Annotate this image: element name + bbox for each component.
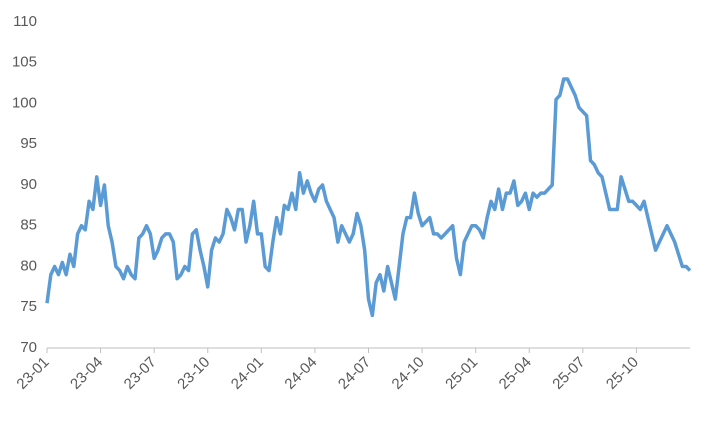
x-tick-label: 25-10 <box>603 354 642 393</box>
y-tick-label: 110 <box>13 13 37 30</box>
y-tick-label: 75 <box>20 298 37 315</box>
x-tick-label: 24-04 <box>281 354 320 393</box>
x-tick-label: 24-01 <box>228 354 267 393</box>
x-tick-label: 23-04 <box>67 354 106 393</box>
x-tick-label: 25-07 <box>549 354 588 393</box>
y-tick-label: 95 <box>20 135 37 152</box>
x-tick-label: 23-01 <box>13 354 52 393</box>
line-series <box>45 77 692 318</box>
y-tick-label: 100 <box>12 94 37 111</box>
x-tick-label: 25-01 <box>442 354 481 393</box>
x-tick-label: 24-10 <box>389 354 428 393</box>
y-tick-label: 70 <box>20 339 37 356</box>
y-tick-label: 80 <box>20 257 37 274</box>
x-tick-label: 23-07 <box>121 354 160 393</box>
y-tick-label: 85 <box>20 217 37 234</box>
y-tick-label: 90 <box>20 176 37 193</box>
x-tick-label: 24-07 <box>335 354 374 393</box>
x-tick-label: 23-10 <box>174 354 213 393</box>
x-tick-label: 25-04 <box>496 354 535 393</box>
y-tick-label: 105 <box>12 54 37 71</box>
